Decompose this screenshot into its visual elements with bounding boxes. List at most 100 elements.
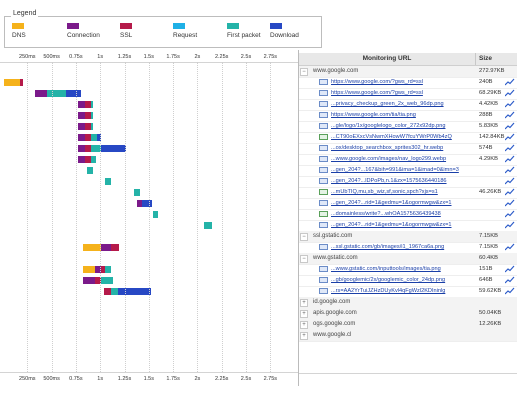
column-header-size[interactable]: Size — [479, 55, 493, 62]
resource-url-link[interactable]: https://www.google.com/?gws_rd=ssl — [331, 90, 423, 96]
panel-divider[interactable] — [298, 50, 299, 386]
collapse-icon[interactable]: − — [300, 233, 308, 241]
waterfall-row[interactable] — [0, 275, 298, 286]
trend-chart-icon[interactable] — [505, 287, 515, 295]
expand-icon[interactable]: + — [300, 332, 308, 340]
resource-url-link[interactable]: https://www.google.com/?gws_rd=ssl — [331, 79, 423, 85]
first-packet-segment[interactable] — [134, 189, 141, 196]
first-packet-segment[interactable] — [86, 167, 94, 174]
waterfall-row[interactable] — [0, 220, 298, 231]
first-packet-segment[interactable] — [91, 101, 94, 108]
ssl-segment[interactable] — [110, 244, 119, 251]
url-row[interactable]: ...gen_204?...rid=1&gedmu=1&ogormwgw&zx=… — [299, 198, 517, 210]
waterfall-row[interactable] — [0, 209, 298, 220]
url-row[interactable]: ...www.gstatic.com/inputtools/images/tia… — [299, 264, 517, 276]
trend-chart-icon[interactable] — [505, 276, 515, 284]
ssl-segment[interactable] — [19, 79, 24, 86]
url-row[interactable]: https://www.google.com/tia/tia.png 288B — [299, 110, 517, 122]
connection-segment[interactable] — [137, 200, 142, 207]
url-row[interactable]: ...gen_204?...lDPoPb,n.1&zx=157563644018… — [299, 176, 517, 188]
url-row[interactable]: ...www.google.com/images/nav_logo299.web… — [299, 154, 517, 166]
first-packet-segment[interactable] — [91, 134, 98, 141]
trend-chart-icon[interactable] — [505, 89, 515, 97]
url-row[interactable]: ...ox/desktop_searchbox_sprites302_hr.we… — [299, 143, 517, 155]
first-packet-segment[interactable] — [91, 123, 94, 130]
waterfall-row[interactable] — [0, 99, 298, 110]
waterfall-row[interactable] — [0, 110, 298, 121]
connection-segment[interactable] — [95, 266, 102, 273]
url-row[interactable]: https://www.google.com/?gws_rd=ssl 240B — [299, 77, 517, 89]
url-row[interactable]: ...gle/logo/1x/googlelogo_color_272x92dp… — [299, 121, 517, 133]
first-packet-segment[interactable] — [101, 277, 113, 284]
trend-chart-icon[interactable] — [505, 199, 515, 207]
first-packet-segment[interactable] — [204, 222, 212, 229]
connection-segment[interactable] — [101, 244, 111, 251]
expand-icon[interactable]: + — [300, 310, 308, 318]
resource-url-link[interactable]: ...privacy_checkup_green_2x_web_96dp.png — [331, 101, 444, 107]
connection-segment[interactable] — [77, 134, 85, 141]
url-row[interactable]: ...privacy_checkup_green_2x_web_96dp.png… — [299, 99, 517, 111]
domain-group-row[interactable]: − www.gstatic.com 60.4KB — [299, 253, 517, 265]
connection-segment[interactable] — [77, 156, 85, 163]
dns-segment[interactable] — [3, 79, 20, 86]
trend-chart-icon[interactable] — [505, 100, 515, 108]
ssl-segment[interactable] — [84, 145, 92, 152]
ssl-segment[interactable] — [84, 112, 92, 119]
connection-segment[interactable] — [77, 123, 85, 130]
trend-chart-icon[interactable] — [505, 210, 515, 218]
resource-url-link[interactable]: https://www.google.com/tia/tia.png — [331, 112, 416, 118]
resource-url-link[interactable]: ...www.gstatic.com/inputtools/images/tia… — [331, 266, 441, 272]
waterfall-row[interactable] — [0, 242, 298, 253]
first-packet-segment[interactable] — [91, 112, 94, 119]
waterfall-row[interactable] — [0, 154, 298, 165]
waterfall-row[interactable] — [0, 176, 298, 187]
waterfall-row[interactable] — [0, 165, 298, 176]
waterfall-row[interactable] — [0, 77, 298, 88]
download-segment[interactable] — [66, 90, 81, 97]
trend-chart-icon[interactable] — [505, 144, 515, 152]
resource-url-link[interactable]: ...ssl.gstatic.com/gb/images/i1_1967ca6a… — [331, 244, 445, 250]
trend-chart-icon[interactable] — [505, 155, 515, 163]
column-header-monitoring-url[interactable]: Monitoring URL — [362, 55, 412, 62]
connection-segment[interactable] — [82, 277, 96, 284]
resource-url-link[interactable]: ...gen_204?...167&bih=991&ima=1&imad=0&i… — [331, 167, 459, 173]
waterfall-row[interactable] — [0, 132, 298, 143]
ssl-segment[interactable] — [104, 288, 111, 295]
url-row[interactable]: ...gb/googlemic/2x/googlemic_color_24dp.… — [299, 275, 517, 287]
first-packet-segment[interactable] — [152, 211, 158, 218]
resource-url-link[interactable]: ...domainless/write?...whOA1575636439438 — [331, 211, 441, 217]
trend-chart-icon[interactable] — [505, 133, 515, 141]
column-separator[interactable] — [475, 53, 476, 65]
domain-group-row[interactable]: − www.google.com 272.97KB — [299, 66, 517, 78]
resource-url-link[interactable]: ...ox/desktop_searchbox_sprites302_hr.we… — [331, 145, 444, 151]
download-segment[interactable] — [141, 200, 152, 207]
first-packet-segment[interactable] — [91, 145, 102, 152]
url-row[interactable]: https://www.google.com/?gws_rd=ssl 68.29K… — [299, 88, 517, 100]
resource-url-link[interactable]: ...gen_204?...rid=1&gedmu=1&ogormwgw&zx=… — [331, 200, 452, 206]
first-packet-segment[interactable] — [105, 266, 111, 273]
resource-url-link[interactable]: ...gen_204?...rid=1&gedmu=1&ogormwgw&zx=… — [331, 222, 452, 228]
resource-url-link[interactable]: ...www.google.com/images/nav_logo299.web… — [331, 156, 447, 162]
dns-segment[interactable] — [82, 266, 96, 273]
waterfall-row[interactable] — [0, 187, 298, 198]
first-packet-segment[interactable] — [91, 156, 97, 163]
resource-url-link[interactable]: ...gb/googlemic/2x/googlemic_color_24dp.… — [331, 277, 446, 283]
url-row[interactable]: ...mUbTIQ,mu,sb_wiz,sf,sonic,spch?xjs=s1… — [299, 187, 517, 199]
ssl-segment[interactable] — [84, 123, 92, 130]
trend-chart-icon[interactable] — [505, 78, 515, 86]
download-segment[interactable] — [117, 288, 151, 295]
waterfall-row[interactable] — [0, 198, 298, 209]
resource-url-link[interactable]: ...gen_204?...lDPoPb,n.1&zx=157563644018… — [331, 178, 447, 184]
trend-chart-icon[interactable] — [505, 177, 515, 185]
connection-segment[interactable] — [77, 112, 85, 119]
trend-chart-icon[interactable] — [505, 111, 515, 119]
domain-group-row[interactable]: + www.google.cl — [299, 330, 517, 342]
resource-url-link[interactable]: ...gle/logo/1x/googlelogo_color_272x92dp… — [331, 123, 446, 129]
trend-chart-icon[interactable] — [505, 265, 515, 273]
domain-group-row[interactable]: − ssl.gstatic.com 7.15KB — [299, 231, 517, 243]
dns-segment[interactable] — [82, 244, 102, 251]
connection-segment[interactable] — [77, 145, 85, 152]
collapse-icon[interactable]: − — [300, 255, 308, 263]
resource-url-link[interactable]: ...mUbTIQ,mu,sb_wiz,sf,sonic,spch?xjs=s1 — [331, 189, 438, 195]
waterfall-row[interactable] — [0, 286, 298, 297]
